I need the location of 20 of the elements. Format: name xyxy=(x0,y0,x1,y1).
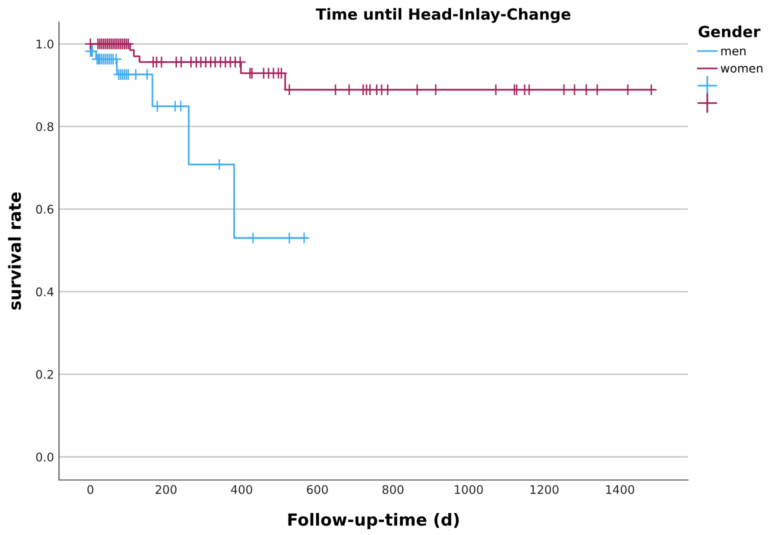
x-tick-label: 600 xyxy=(306,485,328,494)
y-tick-label: 0.0 xyxy=(36,452,54,462)
y-tick-label: 1.0 xyxy=(36,40,54,49)
x-tick-label: 800 xyxy=(382,485,404,494)
y-tick-label: 0.8 xyxy=(36,122,54,132)
x-tick-label: 0 xyxy=(87,485,94,494)
x-tick-label: 1000 xyxy=(454,485,483,494)
legend-title: Gender xyxy=(698,26,760,38)
y-axis-title: survival rate xyxy=(8,192,22,310)
y-tick-label: 0.4 xyxy=(36,287,54,296)
y-tick-label: 0.6 xyxy=(36,204,54,214)
chart-title: Time until Head-Inlay-Change xyxy=(316,8,570,23)
x-tick-label: 1400 xyxy=(606,485,634,494)
legend-label: women xyxy=(720,66,762,73)
x-tick-label: 400 xyxy=(230,485,252,494)
x-tick-label: 200 xyxy=(156,485,177,494)
x-axis-title: Follow-up-time (d) xyxy=(288,512,459,530)
legend-label: men xyxy=(721,48,746,56)
x-tick-label: 1200 xyxy=(530,485,559,494)
y-tick-label: 0.2 xyxy=(36,370,53,379)
